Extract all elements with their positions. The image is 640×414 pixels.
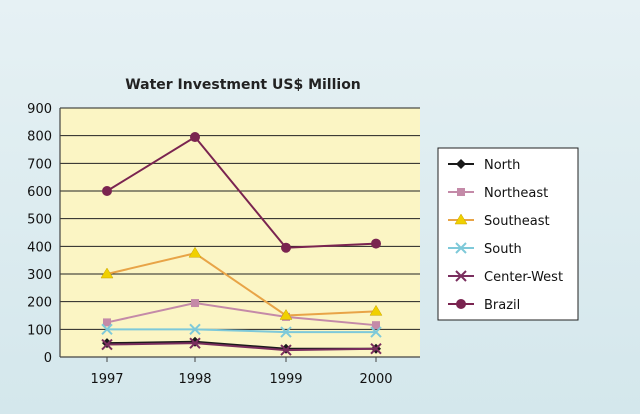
- legend-label-south: South: [484, 242, 522, 257]
- legend-box: [437, 147, 579, 321]
- chart-title: Water Investment US$ Million: [125, 77, 361, 93]
- legend-marker-north: [456, 159, 466, 169]
- plot-background: [60, 108, 420, 357]
- series-line-northeast: [106, 302, 377, 327]
- y-tick-label: 500: [27, 213, 52, 228]
- x-tick-label: 1999: [269, 372, 302, 387]
- series-south: [101, 323, 382, 338]
- data-point-southeast: [188, 246, 202, 258]
- data-point-northeast: [191, 299, 199, 308]
- y-tick-label: 0: [44, 351, 52, 366]
- data-point-center-west: [101, 338, 113, 351]
- data-point-center-west: [189, 337, 201, 349]
- y-tick-label: 800: [27, 130, 52, 145]
- series-center-west: [101, 337, 382, 356]
- y-tick-label: 700: [27, 157, 52, 172]
- y-tick-label: 600: [27, 185, 52, 200]
- legend-marker-center-west: [455, 270, 467, 282]
- series-line-brazil: [106, 135, 377, 249]
- data-point-center-west: [370, 342, 382, 355]
- legend-marker-brazil: [456, 299, 466, 309]
- data-point-northeast: [372, 321, 380, 330]
- y-tick-label: 900: [27, 102, 52, 117]
- x-tick-label: 1997: [90, 372, 123, 387]
- series-line-south: [107, 328, 376, 334]
- data-point-south: [101, 323, 113, 336]
- series-southeast: [100, 246, 383, 320]
- plot-area: 0 100 200 300 400 500 600 700 800 900 1997 1998 1999…: [27, 102, 420, 387]
- x-tick-label: 2000: [359, 372, 392, 387]
- data-point-brazil: [371, 238, 381, 249]
- data-point-south: [189, 323, 201, 336]
- y-tick-label: 400: [27, 240, 52, 255]
- data-point-southeast: [369, 304, 383, 316]
- legend-label-north: North: [484, 158, 520, 173]
- series-brazil: [102, 132, 381, 253]
- data-point-south: [370, 326, 382, 338]
- legend-marker-southeast: [454, 213, 468, 225]
- y-tick-label: 300: [27, 268, 52, 283]
- data-point-center-west: [280, 344, 292, 356]
- legend-marker-northeast: [457, 188, 465, 196]
- data-point-south: [280, 326, 292, 338]
- legend-label-center-west: Center-West: [484, 270, 563, 285]
- data-point-brazil: [102, 186, 112, 196]
- data-point-brazil: [281, 242, 291, 253]
- y-tick-label: 100: [27, 323, 52, 338]
- data-point-northeast: [103, 318, 111, 327]
- data-point-southeast: [100, 267, 114, 279]
- legend-label-brazil: Brazil: [484, 298, 520, 313]
- y-tick-label: 200: [27, 296, 52, 311]
- data-point-brazil: [190, 132, 200, 143]
- x-tick-label: 1998: [178, 372, 211, 387]
- legend-marker-south: [455, 242, 467, 254]
- legend-label-northeast: Northeast: [484, 186, 548, 201]
- series-line-southeast: [106, 252, 377, 317]
- series-line-center-west: [106, 342, 377, 352]
- data-point-southeast: [279, 309, 293, 320]
- legend: North Northeast Southeast South Center-West B…: [437, 147, 579, 321]
- legend-label-southeast: Southeast: [484, 214, 550, 229]
